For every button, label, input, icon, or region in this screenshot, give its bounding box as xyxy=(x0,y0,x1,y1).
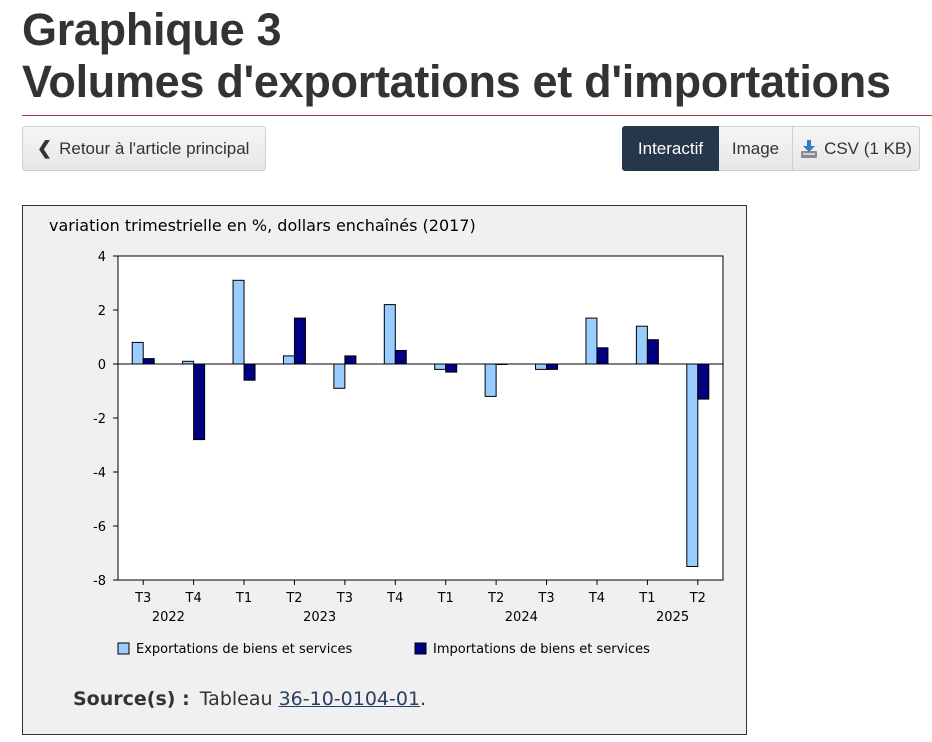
x-tick-label: T2 xyxy=(487,591,504,606)
back-to-article-button[interactable]: ❮ Retour à l'article principal xyxy=(22,126,266,171)
source-suffix: . xyxy=(420,688,427,710)
export-bar[interactable] xyxy=(635,325,648,365)
export-bar[interactable] xyxy=(333,363,346,389)
year-label: 2024 xyxy=(505,610,538,625)
tab-image-label: Image xyxy=(731,138,780,158)
import-bar[interactable] xyxy=(394,350,407,365)
x-tick-label: T1 xyxy=(638,591,655,606)
year-label: 2022 xyxy=(152,610,185,625)
import-bar[interactable] xyxy=(142,358,155,365)
export-bar[interactable] xyxy=(434,363,447,370)
x-tick-label: T1 xyxy=(235,591,252,606)
x-tick-label: T3 xyxy=(134,591,151,606)
export-bar[interactable] xyxy=(383,304,396,365)
tab-interactive[interactable]: Interactif xyxy=(622,126,719,171)
export-bar[interactable] xyxy=(282,355,295,365)
chart-container: variation trimestrielle en %, dollars en… xyxy=(22,205,747,735)
import-bar[interactable] xyxy=(293,317,306,365)
x-tick-label: T4 xyxy=(588,591,605,606)
y-axis-title: variation trimestrielle en %, dollars en… xyxy=(49,216,476,235)
import-bar[interactable] xyxy=(344,355,357,365)
tab-image[interactable]: Image xyxy=(719,126,793,171)
csv-download-button[interactable]: CSV (1 KB) xyxy=(793,126,920,171)
export-bar[interactable] xyxy=(232,279,245,365)
title-divider xyxy=(22,115,932,116)
export-bar[interactable] xyxy=(535,363,548,370)
import-bar[interactable] xyxy=(697,363,710,400)
y-tick-label: -6 xyxy=(93,520,106,535)
legend-swatch-imports xyxy=(414,642,427,655)
page-title: Graphique 3 Volumes d'exportations et d'… xyxy=(22,4,891,108)
y-tick-label: -8 xyxy=(93,574,106,589)
tab-interactive-label: Interactif xyxy=(637,138,704,158)
import-bar[interactable] xyxy=(646,339,659,365)
source-note: Source(s) : Tableau 36-10-0104-01. xyxy=(73,688,426,710)
view-format-group: Interactif Image CSV (1 KB) xyxy=(622,126,920,171)
export-bar[interactable] xyxy=(585,317,598,365)
export-bar[interactable] xyxy=(484,363,497,397)
csv-button-label: CSV (1 KB) xyxy=(824,138,912,158)
x-tick-label: T1 xyxy=(437,591,454,606)
export-bar[interactable] xyxy=(686,363,699,567)
import-bar[interactable] xyxy=(193,363,206,441)
legend-swatch-exports xyxy=(117,642,130,655)
y-tick-label: -4 xyxy=(93,466,106,481)
source-prefix: Tableau xyxy=(199,688,273,710)
x-tick-label: T2 xyxy=(285,591,302,606)
legend-label-exports: Exportations de biens et services xyxy=(136,642,353,657)
x-tick-label: T2 xyxy=(689,591,706,606)
chevron-left-icon: ❮ xyxy=(37,138,53,158)
import-bar[interactable] xyxy=(596,347,609,365)
source-table-link[interactable]: 36-10-0104-01 xyxy=(278,688,421,710)
x-tick-label: T4 xyxy=(185,591,202,606)
year-label: 2023 xyxy=(303,610,336,625)
x-tick-label: T3 xyxy=(336,591,353,606)
y-tick-label: 4 xyxy=(98,250,106,265)
import-bar[interactable] xyxy=(445,363,458,373)
source-label: Source(s) : xyxy=(73,688,190,710)
export-bar[interactable] xyxy=(131,341,144,365)
year-label: 2025 xyxy=(656,610,689,625)
y-tick-label: -2 xyxy=(93,412,106,427)
x-tick-label: T3 xyxy=(537,591,554,606)
bar-chart: variation trimestrielle en %, dollars en… xyxy=(49,216,724,657)
title-line-2: Volumes d'exportations et d'importations xyxy=(22,56,891,107)
download-icon xyxy=(801,139,818,158)
x-tick-label: T4 xyxy=(386,591,403,606)
y-tick-label: 0 xyxy=(98,358,106,373)
back-button-label: Retour à l'article principal xyxy=(59,138,250,158)
import-bar[interactable] xyxy=(546,363,559,370)
title-line-1: Graphique 3 xyxy=(22,4,282,55)
plot-area xyxy=(117,255,724,581)
import-bar[interactable] xyxy=(243,363,256,381)
legend-label-imports: Importations de biens et services xyxy=(433,642,650,657)
y-tick-label: 2 xyxy=(98,304,106,319)
